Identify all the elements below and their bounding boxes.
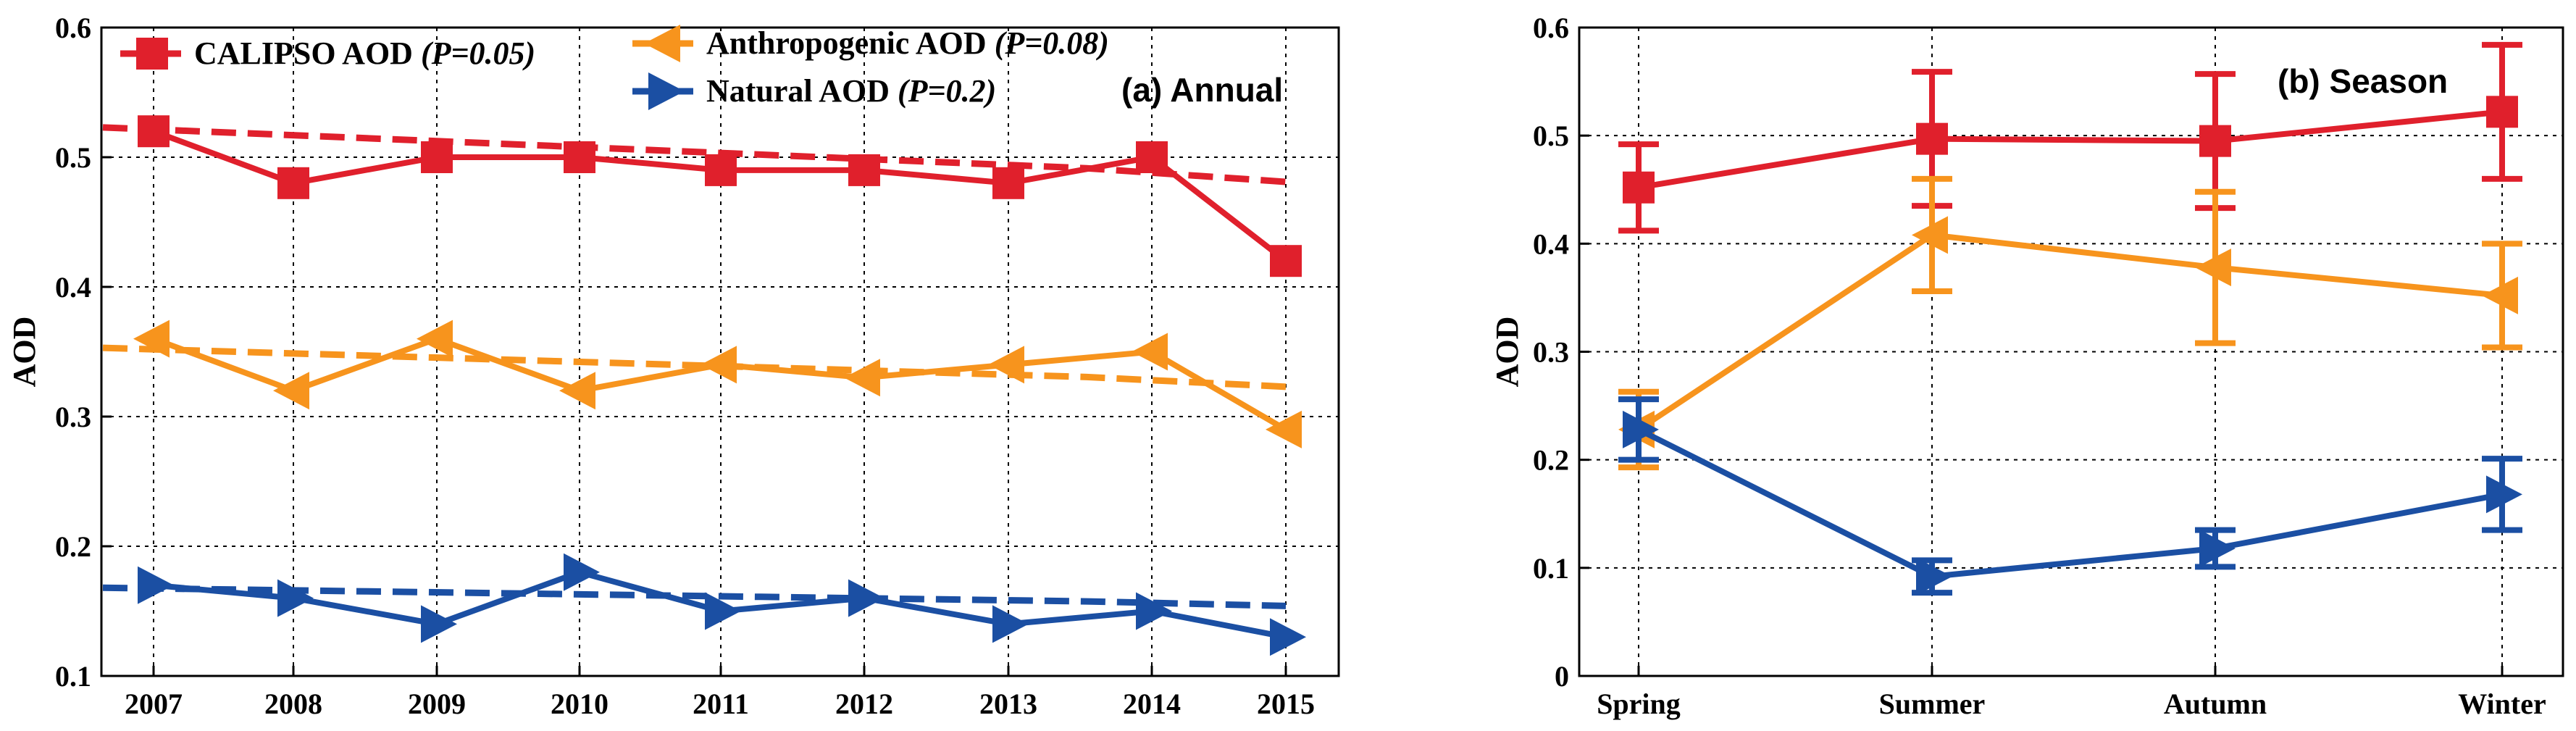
legend-label: Natural AOD (P=0.2) (706, 73, 996, 109)
x-tick-label: Summer (1879, 688, 1986, 720)
data-point-anthropogenic-aod (133, 319, 170, 358)
data-point-calipso-aod (564, 141, 595, 173)
legend-item-natural-aod: Natural AOD (P=0.2) (632, 72, 996, 110)
legend-label: CALIPSO AOD (P=0.05) (194, 35, 535, 71)
panel-annual: 0.1 0.2 0.3 0.4 0.5 0.6 2007 2008 2009 2010 2011 20… (7, 12, 1340, 720)
data-point-anthropogenic-aod (273, 372, 309, 410)
legend-item-calipso-aod: CALIPSO AOD (P=0.05) (120, 35, 535, 71)
x-tick-label: 2012 (835, 688, 893, 720)
legend-swatch-marker (136, 38, 168, 70)
data-point-natural-aod (705, 592, 741, 630)
data-point-calipso-aod (1270, 245, 1302, 277)
y-tick-label: 0.5 (55, 141, 91, 174)
legend-swatch-marker (644, 25, 680, 62)
x-tick-label: 2014 (1123, 688, 1181, 720)
y-tick-label: 0 (1555, 660, 1569, 693)
legend: CALIPSO AOD (P=0.05) Anthropogenic AOD (P… (120, 25, 1109, 110)
series-calipso-aod (1618, 41, 2522, 234)
data-point-calipso-aod (992, 167, 1024, 199)
trend-line-natural-aod (102, 584, 1287, 609)
data-point-anthropogenic-aod (1132, 333, 1168, 371)
data-line-anthropogenic-aod (1636, 232, 2503, 433)
series-anthropogenic-aod (1618, 175, 2522, 471)
series-natural-aod (102, 553, 1306, 656)
y-tick-label: 0.1 (55, 660, 91, 693)
x-tick-label: 2010 (551, 688, 609, 720)
data-point-calipso-aod (2486, 96, 2518, 128)
data-point-anthropogenic-aod (1912, 216, 1948, 254)
x-tick-label: 2013 (979, 688, 1037, 720)
data-point-calipso-aod (1623, 171, 1655, 204)
data-point-natural-aod (564, 553, 600, 591)
y-tick-label: 0.6 (55, 12, 91, 44)
y-tick-label: 0.1 (1533, 552, 1569, 585)
data-point-anthropogenic-aod (559, 372, 595, 410)
data-point-natural-aod (848, 579, 885, 617)
y-tick-label: 0.4 (1533, 227, 1569, 260)
panel-title: (b) Season (2278, 62, 2448, 100)
data-point-natural-aod (1916, 557, 1952, 596)
x-tick-label: Winter (2458, 688, 2546, 720)
legend-label: Anthropogenic AOD (P=0.08) (706, 25, 1109, 61)
y-tick-label: 0.3 (1533, 336, 1569, 369)
data-point-calipso-aod (138, 115, 170, 148)
legend-series-name: Anthropogenic AOD (706, 25, 995, 61)
legend-p-value: (P=0.05) (421, 35, 535, 71)
data-point-natural-aod (1136, 592, 1172, 630)
data-point-anthropogenic-aod (417, 319, 453, 358)
y-tick-label: 0.4 (55, 271, 91, 304)
data-point-anthropogenic-aod (701, 346, 737, 384)
data-point-anthropogenic-aod (988, 346, 1024, 384)
data-point-natural-aod (2486, 475, 2522, 514)
y-axis-label: AOD (1489, 317, 1525, 388)
data-point-anthropogenic-aod (2482, 276, 2518, 314)
legend-p-value: (P=0.08) (995, 25, 1109, 61)
data-line-natural-aod (1637, 427, 2503, 580)
data-point-anthropogenic-aod (2195, 248, 2231, 287)
x-tick-label: 2008 (264, 688, 322, 720)
x-tick-label: Spring (1597, 688, 1681, 720)
data-point-natural-aod (2199, 529, 2236, 567)
legend-p-value: (P=0.2) (898, 73, 996, 109)
data-point-calipso-aod (1136, 141, 1168, 173)
legend-swatch-marker (648, 72, 685, 110)
data-point-calipso-aod (705, 154, 737, 186)
y-axis-label: AOD (7, 317, 42, 388)
data-point-natural-aod (1270, 618, 1306, 656)
x-tick-label: 2009 (408, 688, 466, 720)
data-point-calipso-aod (848, 154, 880, 186)
data-point-calipso-aod (277, 167, 309, 199)
legend-series-name: CALIPSO AOD (194, 35, 421, 71)
y-tick-label: 0.2 (55, 530, 91, 563)
data-point-natural-aod (277, 579, 314, 617)
data-point-anthropogenic-aod (1266, 410, 1302, 448)
data-point-calipso-aod (1916, 122, 1948, 155)
data-line-calipso-aod (1638, 109, 2503, 191)
panel-season: 0 0.1 0.2 0.3 0.4 0.5 0.6 Spring Summer Autumn Win… (1489, 12, 2564, 720)
data-point-natural-aod (1623, 410, 1659, 448)
series-anthropogenic-aod (102, 319, 1302, 448)
x-tick-label: 2011 (693, 688, 749, 720)
y-tick-label: 0.3 (55, 401, 91, 433)
data-point-anthropogenic-aod (844, 359, 880, 397)
y-tick-label: 0.2 (1533, 444, 1569, 477)
data-point-natural-aod (138, 566, 174, 604)
data-point-natural-aod (421, 605, 457, 643)
x-tick-label: 2007 (125, 688, 183, 720)
panel-title: (a) Annual (1121, 71, 1283, 109)
series-calipso-aod (102, 115, 1302, 277)
data-point-calipso-aod (421, 141, 453, 173)
legend-series-name: Natural AOD (706, 73, 898, 109)
data-point-calipso-aod (2199, 125, 2231, 157)
legend-item-anthropogenic-aod: Anthropogenic AOD (P=0.08) (632, 25, 1109, 62)
x-tick-label: 2015 (1257, 688, 1315, 720)
y-tick-label: 0.5 (1533, 120, 1569, 152)
data-point-natural-aod (992, 605, 1029, 643)
x-tick-label: Autumn (2164, 688, 2267, 720)
y-tick-label: 0.6 (1533, 12, 1569, 44)
series-natural-aod (1618, 396, 2522, 596)
